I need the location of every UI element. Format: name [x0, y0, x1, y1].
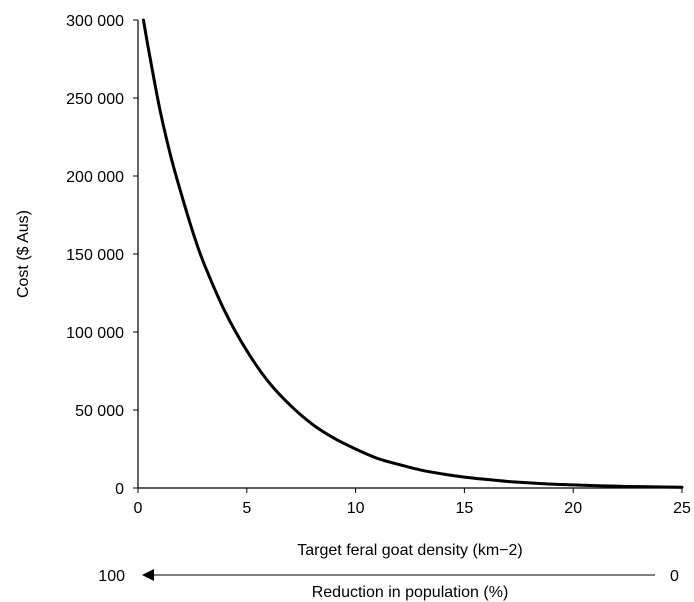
- x-tick-label: 15: [456, 500, 474, 517]
- reduction-arrow: [142, 569, 655, 581]
- y-tick-label: 150 000: [66, 247, 124, 264]
- reduction-arrow-head: [142, 569, 154, 581]
- x-axis-ticks: 0 5 10 15 20 25: [134, 488, 691, 517]
- y-tick-label: 0: [115, 481, 124, 498]
- y-tick-label: 100 000: [66, 325, 124, 342]
- reduction-arrow-title: Reduction in population (%): [312, 584, 509, 601]
- x-tick-label: 10: [347, 500, 365, 517]
- y-tick-label: 200 000: [66, 169, 124, 186]
- y-tick-label: 50 000: [75, 403, 124, 420]
- x-tick-label: 20: [564, 500, 582, 517]
- y-tick-label: 300 000: [66, 13, 124, 30]
- x-tick-label: 5: [242, 500, 251, 517]
- reduction-arrow-right-label: 0: [670, 568, 679, 585]
- reduction-arrow-left-label: 100: [98, 568, 125, 585]
- y-tick-label: 250 000: [66, 91, 124, 108]
- y-axis-ticks: 0 50 000 100 000 150 000 200 000 250 000 300 0…: [66, 13, 138, 498]
- x-axis-title: Target feral goat density (km−2): [297, 542, 522, 559]
- x-tick-label: 25: [673, 500, 691, 517]
- y-axis-title: Cost ($ Aus): [15, 210, 32, 298]
- x-tick-label: 0: [134, 500, 143, 517]
- cost-curve-line: [141, 18, 684, 489]
